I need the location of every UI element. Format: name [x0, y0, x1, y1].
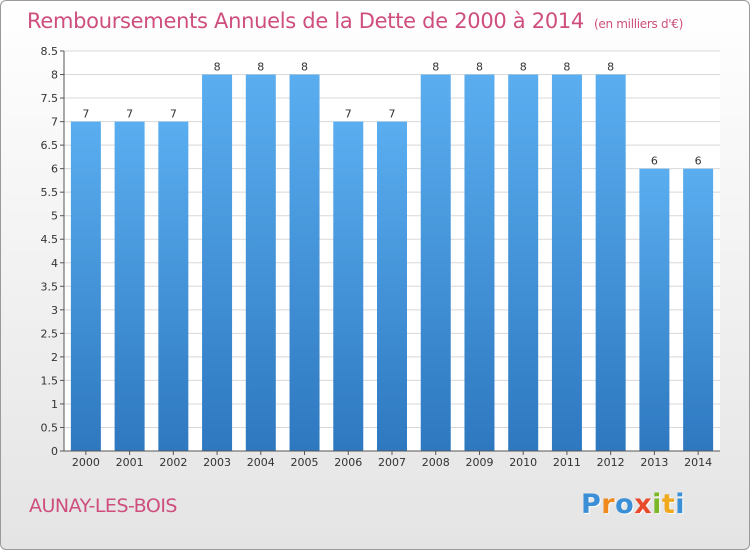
x-tick-label: 2005 — [291, 456, 319, 469]
y-tick-label: 6 — [51, 163, 58, 176]
bar — [70, 121, 101, 452]
bar — [464, 74, 495, 451]
data-label: 6 — [695, 155, 702, 168]
bar — [639, 168, 670, 451]
x-tick-label: 2010 — [509, 456, 537, 469]
brand-letter: x — [634, 489, 653, 520]
data-label: 8 — [257, 61, 264, 74]
x-tick-label: 2014 — [684, 456, 712, 469]
chart-title: Remboursements Annuels de la Dette de 20… — [27, 9, 683, 33]
bar — [158, 121, 189, 452]
brand-letter: r — [601, 489, 616, 520]
bar — [289, 74, 320, 451]
data-label: 8 — [214, 61, 221, 74]
x-tick-label: 2013 — [640, 456, 668, 469]
x-tick-label: 2008 — [422, 456, 450, 469]
brand-letter: i — [675, 489, 686, 520]
bar — [114, 121, 145, 452]
y-tick-label: 0 — [51, 445, 58, 458]
bar — [595, 74, 626, 451]
y-tick-label: 1 — [51, 398, 58, 411]
bar — [551, 74, 582, 451]
y-tick-label: 8 — [51, 69, 58, 82]
bar — [508, 74, 539, 451]
data-label: 6 — [651, 155, 658, 168]
chart-title-text: Remboursements Annuels de la Dette de 20… — [27, 9, 584, 33]
x-tick-label: 2007 — [378, 456, 406, 469]
data-label: 8 — [432, 61, 439, 74]
brand-letter: i — [652, 489, 662, 520]
data-label: 7 — [82, 108, 89, 121]
chart-subtitle: (en milliers d'€) — [594, 17, 684, 31]
data-label: 7 — [345, 108, 352, 121]
bar — [333, 121, 364, 452]
y-tick-label: 7 — [51, 116, 58, 129]
x-tick-label: 2003 — [203, 456, 231, 469]
data-label: 8 — [563, 61, 570, 74]
x-tick-label: 2011 — [553, 456, 581, 469]
x-tick-label: 2012 — [597, 456, 625, 469]
x-tick-label: 2009 — [465, 456, 493, 469]
y-tick-label: 2 — [51, 351, 58, 364]
y-tick-label: 3 — [51, 304, 58, 317]
y-tick-label: 1.5 — [41, 374, 59, 387]
y-tick-label: 8.5 — [41, 45, 59, 58]
bar — [202, 74, 233, 451]
commune-name: AUNAY-LES-BOIS — [29, 495, 178, 517]
data-label: 8 — [301, 61, 308, 74]
data-label: 8 — [476, 61, 483, 74]
brand-letter: o — [615, 489, 635, 520]
data-label: 8 — [520, 61, 527, 74]
x-tick-label: 2002 — [159, 456, 187, 469]
bar — [420, 74, 451, 451]
data-label: 7 — [389, 108, 396, 121]
y-tick-label: 7.5 — [41, 92, 59, 105]
data-label: 8 — [607, 61, 614, 74]
brand-logo: Proxiti — [581, 489, 685, 520]
brand-letter: t — [661, 489, 676, 520]
bar — [245, 74, 276, 451]
y-tick-label: 4 — [51, 257, 58, 270]
x-tick-label: 2004 — [247, 456, 275, 469]
y-tick-label: 5 — [51, 210, 58, 223]
y-tick-label: 2.5 — [41, 327, 59, 340]
y-tick-label: 0.5 — [41, 421, 59, 434]
brand-letter: P — [581, 489, 602, 520]
y-tick-label: 5.5 — [41, 186, 59, 199]
y-tick-label: 3.5 — [41, 280, 59, 293]
y-tick-label: 4.5 — [41, 233, 59, 246]
y-tick-label: 6.5 — [41, 139, 59, 152]
data-label: 7 — [170, 108, 177, 121]
data-label: 7 — [126, 108, 133, 121]
x-tick-label: 2001 — [116, 456, 144, 469]
x-tick-label: 2000 — [72, 456, 100, 469]
bar — [683, 168, 714, 451]
bar — [377, 121, 407, 452]
x-tick-label: 2006 — [334, 456, 362, 469]
